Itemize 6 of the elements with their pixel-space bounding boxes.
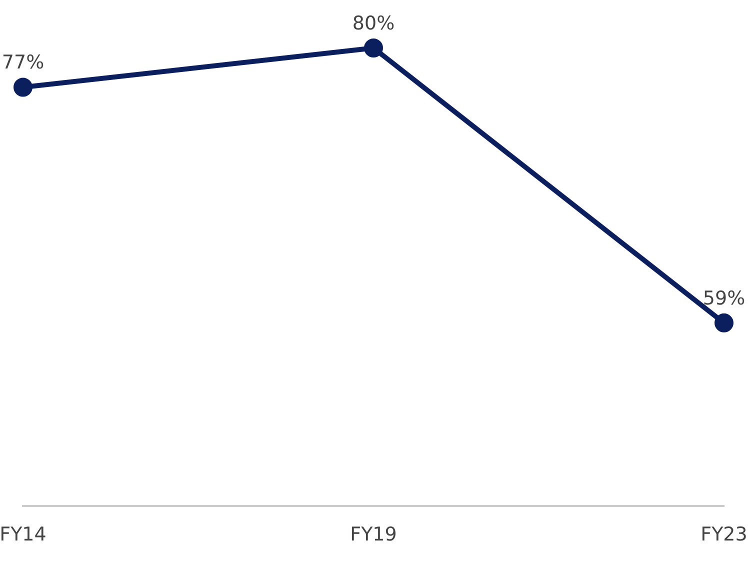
x-tick-label: FY23 xyxy=(700,524,748,546)
data-label: 59% xyxy=(702,287,746,310)
data-label: 77% xyxy=(2,52,44,74)
x-tick-label: FY19 xyxy=(350,524,397,546)
x-tick-label: FY14 xyxy=(0,524,46,546)
data-label: 80% xyxy=(352,12,395,34)
